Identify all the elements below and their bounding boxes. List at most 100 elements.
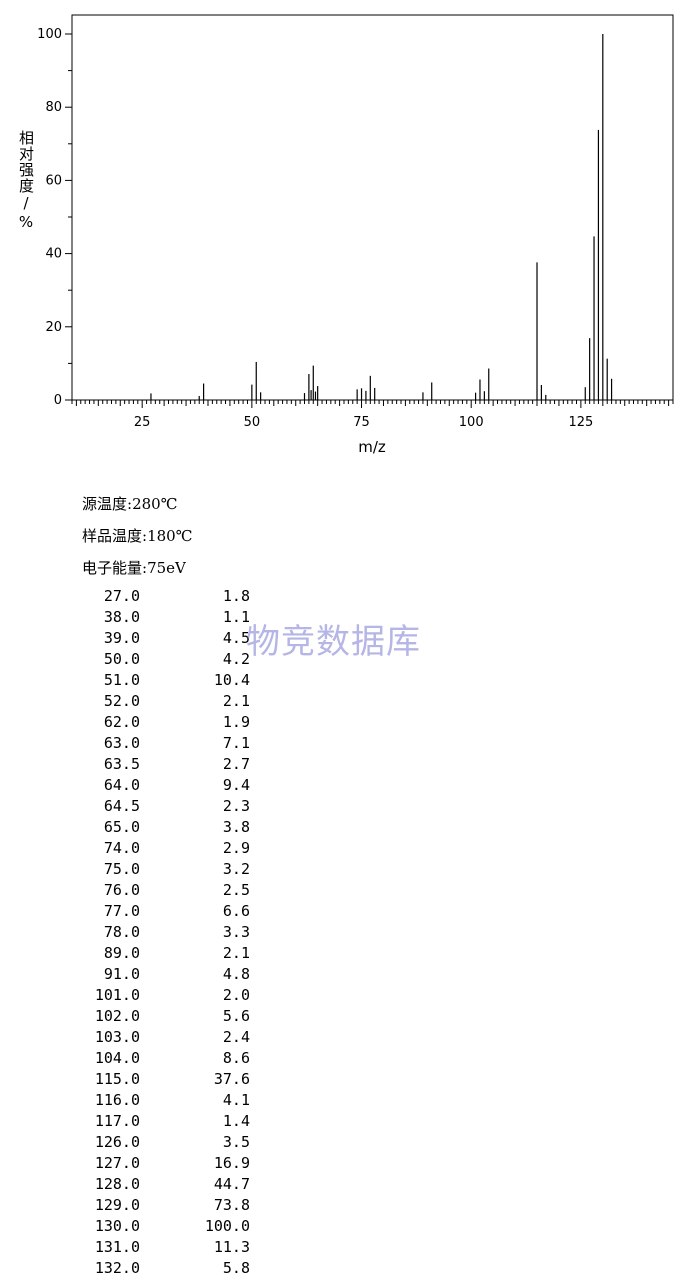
peak-table-row: 38.0 1.1 <box>82 607 250 628</box>
peak-mz: 63.0 <box>103 734 140 752</box>
peak-intensity: 1.4 <box>222 1112 250 1130</box>
peak-intensity: 73.8 <box>213 1196 250 1214</box>
peak-mz: 126.0 <box>94 1133 140 1151</box>
condition-sample-temp: 样品温度:180℃ <box>82 524 192 556</box>
y-tick-label: 0 <box>54 393 62 408</box>
peak-table-row: 127.0 16.9 <box>82 1153 250 1174</box>
peak-table-row: 65.0 3.8 <box>82 817 250 838</box>
peak-table-row: 78.0 3.3 <box>82 922 250 943</box>
peak-intensity: 6.6 <box>222 902 250 920</box>
peak-intensity: 2.1 <box>222 944 250 962</box>
x-tick-label: 75 <box>353 415 370 430</box>
peak-table-row: 104.0 8.6 <box>82 1048 250 1069</box>
condition-value: 280℃ <box>132 495 178 513</box>
peak-mz: 50.0 <box>103 650 140 668</box>
x-axis-title: m/z <box>358 438 386 456</box>
peak-intensity: 1.1 <box>222 608 250 626</box>
peak-table-row: 101.0 2.0 <box>82 985 250 1006</box>
peak-mz: 130.0 <box>94 1217 140 1235</box>
peak-intensity: 2.5 <box>222 881 250 899</box>
peak-mz: 128.0 <box>94 1175 140 1193</box>
peak-table-row: 116.0 4.1 <box>82 1090 250 1111</box>
peak-intensity: 2.7 <box>222 755 250 773</box>
x-tick-label: 100 <box>459 415 484 430</box>
peak-intensity: 2.9 <box>222 839 250 857</box>
peak-table-row: 129.0 73.8 <box>82 1195 250 1216</box>
peak-intensity: 2.0 <box>222 986 250 1004</box>
y-axis-ticks: 0 20 40 60 80 100 <box>37 27 72 408</box>
peak-table-row: 76.0 2.5 <box>82 880 250 901</box>
condition-electron-energy: 电子能量:75eV <box>82 556 192 588</box>
peak-table-row: 63.0 7.1 <box>82 733 250 754</box>
peak-table-row: 130.0 100.0 <box>82 1216 250 1237</box>
peak-mz: 129.0 <box>94 1196 140 1214</box>
peak-mz: 76.0 <box>103 881 140 899</box>
peak-mz: 101.0 <box>94 986 140 1004</box>
peak-mz: 74.0 <box>103 839 140 857</box>
peak-table-row: 27.0 1.8 <box>82 586 250 607</box>
peak-mz: 77.0 <box>103 902 140 920</box>
peak-table-row: 103.0 2.4 <box>82 1027 250 1048</box>
peak-table-row: 131.0 11.3 <box>82 1237 250 1258</box>
y-tick-label: 20 <box>45 320 62 335</box>
peak-intensity: 2.4 <box>222 1028 250 1046</box>
peak-mz: 52.0 <box>103 692 140 710</box>
peak-mz: 62.0 <box>103 713 140 731</box>
mass-spectrum-chart: 0 20 40 60 80 100 25 50 75 100 125 m/z <box>37 14 674 456</box>
peak-intensity: 3.8 <box>222 818 250 836</box>
y-tick-label: 80 <box>45 100 62 115</box>
y-tick-label: 100 <box>37 27 62 42</box>
peak-intensity: 2.3 <box>222 797 250 815</box>
peak-mz: 38.0 <box>103 608 140 626</box>
peak-table-row: 52.0 2.1 <box>82 691 250 712</box>
peak-intensity: 2.1 <box>222 692 250 710</box>
peak-mz: 64.0 <box>103 776 140 794</box>
peak-intensity: 10.4 <box>213 671 250 689</box>
peak-intensity: 1.9 <box>222 713 250 731</box>
condition-label: 样品温度: <box>82 527 148 545</box>
peak-intensity: 16.9 <box>213 1154 250 1172</box>
y-tick-label: 60 <box>45 173 62 188</box>
peak-table-row: 50.0 4.2 <box>82 649 250 670</box>
peak-table-row: 64.0 9.4 <box>82 775 250 796</box>
peak-table-row: 132.0 5.8 <box>82 1258 250 1279</box>
peak-mz: 75.0 <box>103 860 140 878</box>
peak-mz: 63.5 <box>103 755 140 773</box>
peak-mz: 27.0 <box>103 587 140 605</box>
peak-intensity: 100.0 <box>204 1217 250 1235</box>
peak-mz: 104.0 <box>94 1049 140 1067</box>
peak-intensity: 1.8 <box>222 587 250 605</box>
peak-intensity: 7.1 <box>222 734 250 752</box>
condition-source-temp: 源温度:280℃ <box>82 492 192 524</box>
peak-table-row: 77.0 6.6 <box>82 901 250 922</box>
plot-frame <box>71 14 674 401</box>
peak-intensity: 4.8 <box>222 965 250 983</box>
peak-table-row: 128.0 44.7 <box>82 1174 250 1195</box>
condition-value: 180℃ <box>147 527 193 545</box>
y-axis-title: 相对强度/% <box>17 130 35 232</box>
peak-table-row: 39.0 4.5 <box>82 628 250 649</box>
peak-table-row: 117.0 1.4 <box>82 1111 250 1132</box>
peak-bars <box>150 34 613 400</box>
peak-intensity: 11.3 <box>213 1238 250 1256</box>
peak-intensity: 3.5 <box>222 1133 250 1151</box>
peak-table-row: 91.0 4.8 <box>82 964 250 985</box>
peak-intensity: 4.2 <box>222 650 250 668</box>
peak-mz: 91.0 <box>103 965 140 983</box>
x-tick-label: 50 <box>244 415 261 430</box>
peak-mz: 102.0 <box>94 1007 140 1025</box>
peak-intensity: 3.3 <box>222 923 250 941</box>
peak-mz: 131.0 <box>94 1238 140 1256</box>
condition-value: 75eV <box>147 559 186 577</box>
x-axis-ticks: 25 50 75 100 125 <box>71 400 674 430</box>
peak-table-row: 62.0 1.9 <box>82 712 250 733</box>
peak-mz: 116.0 <box>94 1091 140 1109</box>
condition-label: 源温度: <box>82 495 133 513</box>
peak-mz: 65.0 <box>103 818 140 836</box>
peak-intensity: 37.6 <box>213 1070 250 1088</box>
peak-table-row: 51.0 10.4 <box>82 670 250 691</box>
peak-table-row: 63.5 2.7 <box>82 754 250 775</box>
peak-table-row: 75.0 3.2 <box>82 859 250 880</box>
peak-mz: 39.0 <box>103 629 140 647</box>
peak-mz: 51.0 <box>103 671 140 689</box>
